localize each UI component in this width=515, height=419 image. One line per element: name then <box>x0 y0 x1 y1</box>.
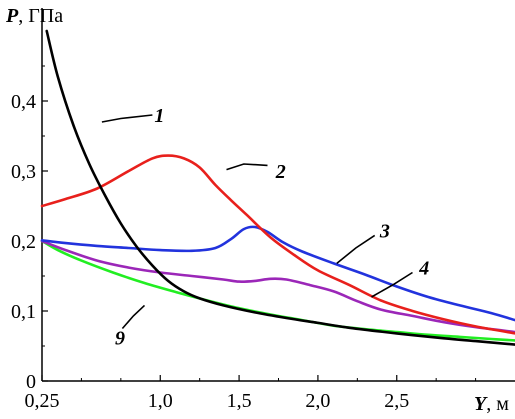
curve-label-9: 9 <box>115 328 125 350</box>
curve-label-1: 1 <box>154 105 164 127</box>
curve-labels: 1 2 3 4 9 <box>101 105 429 350</box>
y-axis-unit: , ГПа <box>18 5 63 27</box>
leader-line-3 <box>336 234 376 265</box>
leader-line-9 <box>121 304 146 330</box>
series-line-2 <box>40 154 515 335</box>
series-lines <box>40 29 515 346</box>
leader-line-2 <box>226 163 268 171</box>
x-tick-label: 2,5 <box>384 390 409 412</box>
x-axis-unit: , м <box>486 393 509 415</box>
leader-line-4 <box>371 271 413 298</box>
x-tick-label: 1,0 <box>148 390 173 412</box>
x-tick-label: 2,0 <box>305 390 330 412</box>
series-line-9 <box>40 239 515 342</box>
curve-label-3: 3 <box>379 221 390 243</box>
x-tick-label: 1,5 <box>227 390 252 412</box>
y-axis-variable: P <box>5 5 19 27</box>
y-tick-label: 0,4 <box>11 91 36 113</box>
curve-label-4: 4 <box>418 258 429 280</box>
y-axis-label: P, ГПа <box>5 5 63 27</box>
curve-label-2: 2 <box>275 161 286 183</box>
y-tick-label: 0,1 <box>11 301 36 323</box>
x-axis-label: Y, м <box>474 393 509 415</box>
series-line-4 <box>40 239 515 334</box>
series-line-1 <box>45 29 515 346</box>
y-tick-label: 0 <box>26 371 36 393</box>
x-axis-variable: Y <box>474 393 488 415</box>
y-tick-label: 0,2 <box>11 231 36 253</box>
tick-labels: 0 0,1 0,2 0,3 0,4 0,25 1,0 1,5 2,0 2,5 <box>11 91 409 412</box>
x-tick-label: 0,25 <box>25 390 60 412</box>
leader-line-1 <box>101 114 153 123</box>
axes <box>41 8 515 382</box>
y-tick-label: 0,3 <box>11 161 36 183</box>
